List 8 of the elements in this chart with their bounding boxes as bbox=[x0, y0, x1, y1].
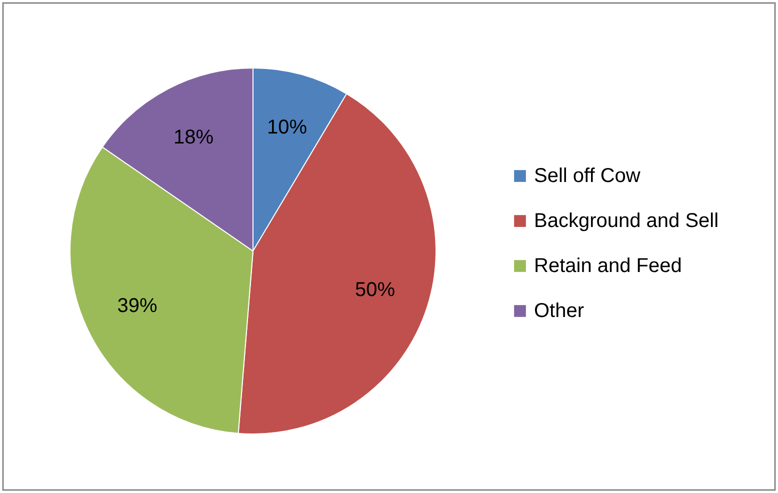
data-label: 39% bbox=[117, 294, 158, 317]
legend-label: Retain and Feed bbox=[534, 255, 682, 277]
legend-label: Sell off Cow bbox=[534, 165, 641, 187]
legend-label: Background and Sell bbox=[534, 210, 719, 232]
data-label: 50% bbox=[355, 278, 396, 301]
legend-label: Other bbox=[534, 300, 584, 322]
data-label: 18% bbox=[173, 126, 214, 149]
data-label: 10% bbox=[266, 116, 308, 138]
